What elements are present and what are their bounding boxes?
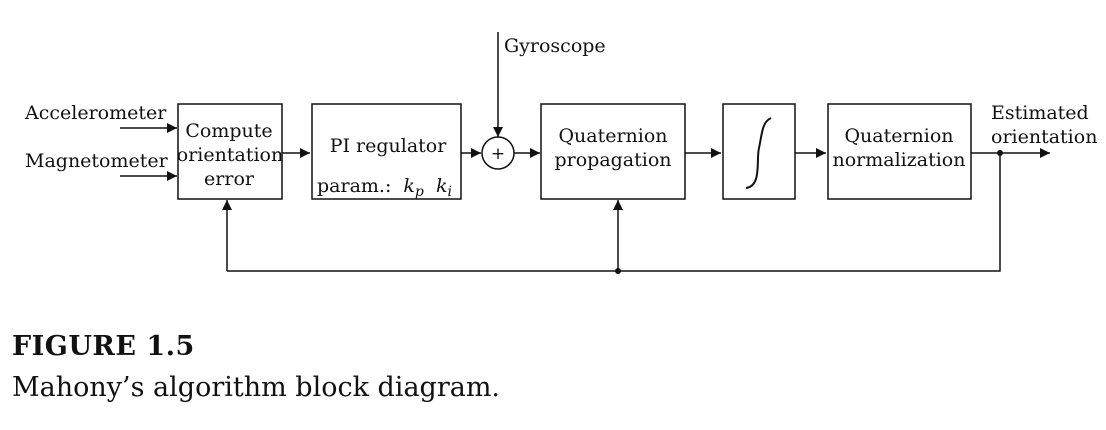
magnetometer-label: Magnetometer <box>25 150 169 172</box>
quaternion-propagation-block <box>540 103 686 200</box>
block-diagram: Accelerometer Magnetometer Gyroscope Com… <box>24 32 1097 274</box>
pi-regulator-title: PI regulator <box>330 135 448 157</box>
ki-subscript: i <box>447 184 451 200</box>
figure-caption: Mahony’s algorithm block diagram. <box>12 372 501 403</box>
quaternion-normalization-line-1: Quaternion <box>844 125 953 147</box>
quaternion-propagation-line-1: Quaternion <box>558 125 667 147</box>
quaternion-normalization-block <box>827 103 972 200</box>
sum-plus-symbol: + <box>491 144 505 164</box>
pi-regulator-block <box>311 103 462 200</box>
compute-error-line-3: error <box>204 168 255 190</box>
output-label-line-2: orientation <box>991 126 1097 148</box>
pi-regulator-params: param.: kp ki <box>317 175 452 201</box>
feedback-line <box>227 153 1001 272</box>
integral-sign-icon <box>745 117 772 189</box>
param-prefix: param.: <box>317 175 391 197</box>
feedback-junction-dot <box>615 268 621 274</box>
accelerometer-label: Accelerometer <box>24 102 167 124</box>
kp-subscript: p <box>415 184 424 200</box>
quaternion-propagation-line-2: propagation <box>554 149 671 171</box>
compute-error-line-2: orientation <box>177 144 283 166</box>
kp-symbol: k <box>403 175 415 197</box>
gyroscope-label: Gyroscope <box>504 35 606 57</box>
figure-number: FIGURE 1.5 <box>12 331 195 362</box>
compute-error-block <box>177 103 283 200</box>
output-label-line-1: Estimated <box>991 102 1089 124</box>
compute-error-line-1: Compute <box>185 120 272 142</box>
ki-symbol: k <box>436 175 448 197</box>
quaternion-normalization-line-2: normalization <box>833 149 966 171</box>
